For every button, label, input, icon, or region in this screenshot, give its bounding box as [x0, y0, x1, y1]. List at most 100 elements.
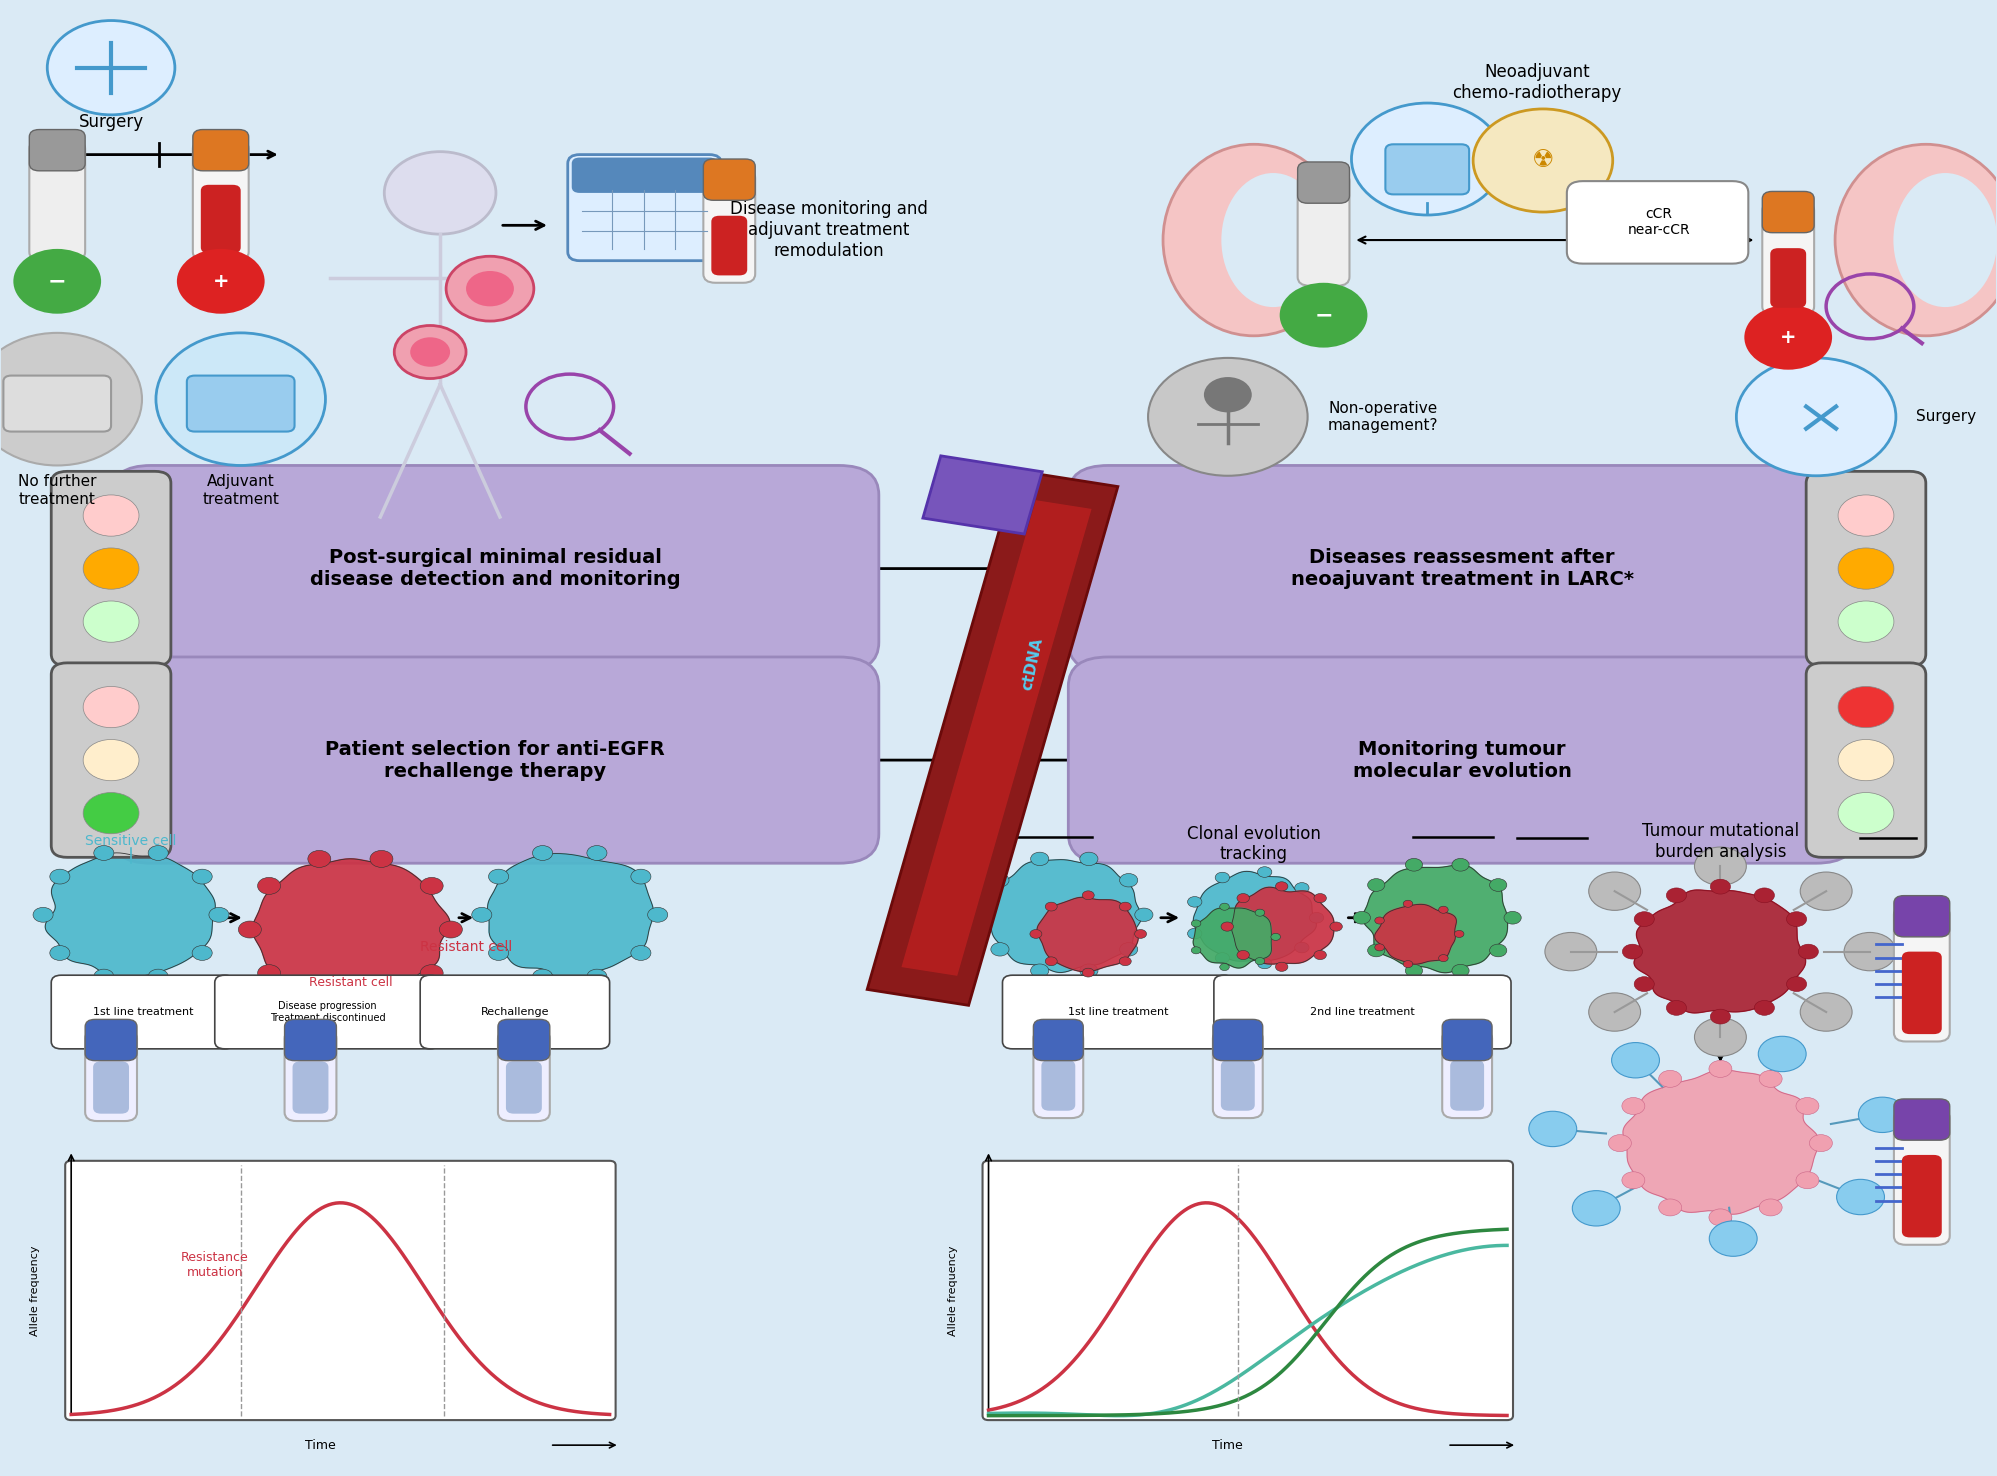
FancyBboxPatch shape	[703, 159, 755, 201]
Text: Post-surgical minimal residual
disease detection and monitoring: Post-surgical minimal residual disease d…	[310, 548, 681, 589]
Circle shape	[1837, 739, 1893, 781]
FancyBboxPatch shape	[1893, 896, 1949, 937]
FancyBboxPatch shape	[292, 1061, 328, 1114]
Text: +: +	[1779, 328, 1797, 347]
Text: Clonal evolution
tracking: Clonal evolution tracking	[1186, 825, 1320, 863]
Circle shape	[1220, 964, 1230, 971]
Circle shape	[1310, 912, 1324, 922]
FancyBboxPatch shape	[1298, 173, 1350, 286]
Circle shape	[1837, 793, 1893, 834]
Circle shape	[1314, 893, 1326, 903]
Text: Monitoring tumour
molecular evolution: Monitoring tumour molecular evolution	[1352, 739, 1572, 781]
Circle shape	[1044, 902, 1056, 911]
Circle shape	[419, 965, 443, 982]
FancyBboxPatch shape	[112, 657, 879, 863]
Polygon shape	[1362, 865, 1508, 973]
Circle shape	[1634, 977, 1654, 992]
FancyBboxPatch shape	[567, 155, 721, 261]
Circle shape	[1118, 956, 1130, 965]
Circle shape	[1809, 1135, 1833, 1151]
Circle shape	[419, 877, 443, 894]
Circle shape	[393, 326, 465, 378]
Circle shape	[1474, 109, 1614, 213]
Circle shape	[1374, 917, 1384, 924]
FancyBboxPatch shape	[1032, 1020, 1082, 1061]
Text: Allele frequency: Allele frequency	[949, 1246, 959, 1336]
Circle shape	[1859, 1097, 1907, 1132]
FancyBboxPatch shape	[1893, 1110, 1949, 1244]
Circle shape	[1660, 1199, 1681, 1216]
FancyBboxPatch shape	[1214, 976, 1512, 1049]
Circle shape	[369, 992, 393, 1008]
Circle shape	[1120, 874, 1138, 887]
Text: +: +	[212, 272, 230, 291]
FancyBboxPatch shape	[1761, 192, 1813, 233]
Circle shape	[1352, 103, 1504, 215]
FancyBboxPatch shape	[94, 1061, 130, 1114]
Circle shape	[1188, 928, 1202, 939]
FancyBboxPatch shape	[1442, 1030, 1492, 1119]
FancyBboxPatch shape	[1002, 976, 1234, 1049]
FancyBboxPatch shape	[1450, 1060, 1484, 1111]
Circle shape	[48, 21, 176, 115]
Polygon shape	[252, 859, 449, 1004]
Circle shape	[1735, 357, 1895, 475]
Circle shape	[1799, 993, 1851, 1032]
Text: Diseases reassesment after
neoajuvant treatment in LARC*: Diseases reassesment after neoajuvant tr…	[1290, 548, 1634, 589]
Circle shape	[1276, 962, 1288, 971]
Text: Surgery: Surgery	[78, 114, 144, 131]
FancyBboxPatch shape	[52, 471, 172, 666]
FancyBboxPatch shape	[1068, 465, 1855, 672]
Circle shape	[1504, 911, 1522, 924]
Circle shape	[148, 970, 168, 984]
FancyBboxPatch shape	[30, 140, 86, 261]
Circle shape	[1622, 1172, 1646, 1188]
Circle shape	[1837, 686, 1893, 728]
Circle shape	[369, 850, 393, 868]
Circle shape	[1454, 930, 1464, 937]
Circle shape	[1082, 892, 1094, 900]
FancyBboxPatch shape	[284, 1030, 335, 1122]
Circle shape	[308, 850, 332, 868]
Ellipse shape	[1162, 145, 1344, 337]
Circle shape	[587, 846, 607, 861]
Polygon shape	[487, 853, 653, 982]
Circle shape	[1044, 956, 1056, 965]
Circle shape	[647, 908, 667, 922]
Circle shape	[1695, 1018, 1745, 1057]
Polygon shape	[46, 853, 216, 979]
Circle shape	[1294, 942, 1310, 953]
Circle shape	[409, 338, 449, 366]
FancyBboxPatch shape	[1386, 145, 1470, 195]
Circle shape	[1590, 993, 1642, 1032]
Text: −: −	[1314, 306, 1332, 325]
Circle shape	[94, 846, 114, 861]
Circle shape	[1799, 945, 1819, 959]
Circle shape	[1236, 951, 1250, 959]
Circle shape	[84, 793, 140, 834]
Circle shape	[1660, 1070, 1681, 1088]
FancyBboxPatch shape	[1032, 1030, 1082, 1119]
Text: Tumour mutational
burden analysis: Tumour mutational burden analysis	[1642, 822, 1799, 861]
Circle shape	[471, 908, 491, 922]
Circle shape	[1452, 859, 1470, 871]
FancyBboxPatch shape	[194, 140, 250, 261]
Circle shape	[1330, 922, 1342, 931]
Text: Disease progression
Treatment discontinued: Disease progression Treatment discontinu…	[270, 1001, 385, 1023]
Circle shape	[1406, 964, 1422, 977]
Circle shape	[1148, 357, 1308, 475]
Circle shape	[1709, 1060, 1731, 1077]
Circle shape	[533, 970, 553, 984]
Circle shape	[1546, 933, 1598, 971]
Circle shape	[1080, 852, 1098, 865]
Circle shape	[1665, 889, 1687, 903]
Circle shape	[1695, 847, 1745, 886]
Circle shape	[1572, 1191, 1620, 1227]
Circle shape	[258, 965, 280, 982]
Circle shape	[1837, 1179, 1885, 1215]
FancyBboxPatch shape	[216, 976, 439, 1049]
Text: Surgery: Surgery	[1915, 409, 1975, 424]
Text: 2nd line treatment: 2nd line treatment	[1310, 1007, 1414, 1017]
Circle shape	[1188, 896, 1202, 908]
Circle shape	[1837, 601, 1893, 642]
